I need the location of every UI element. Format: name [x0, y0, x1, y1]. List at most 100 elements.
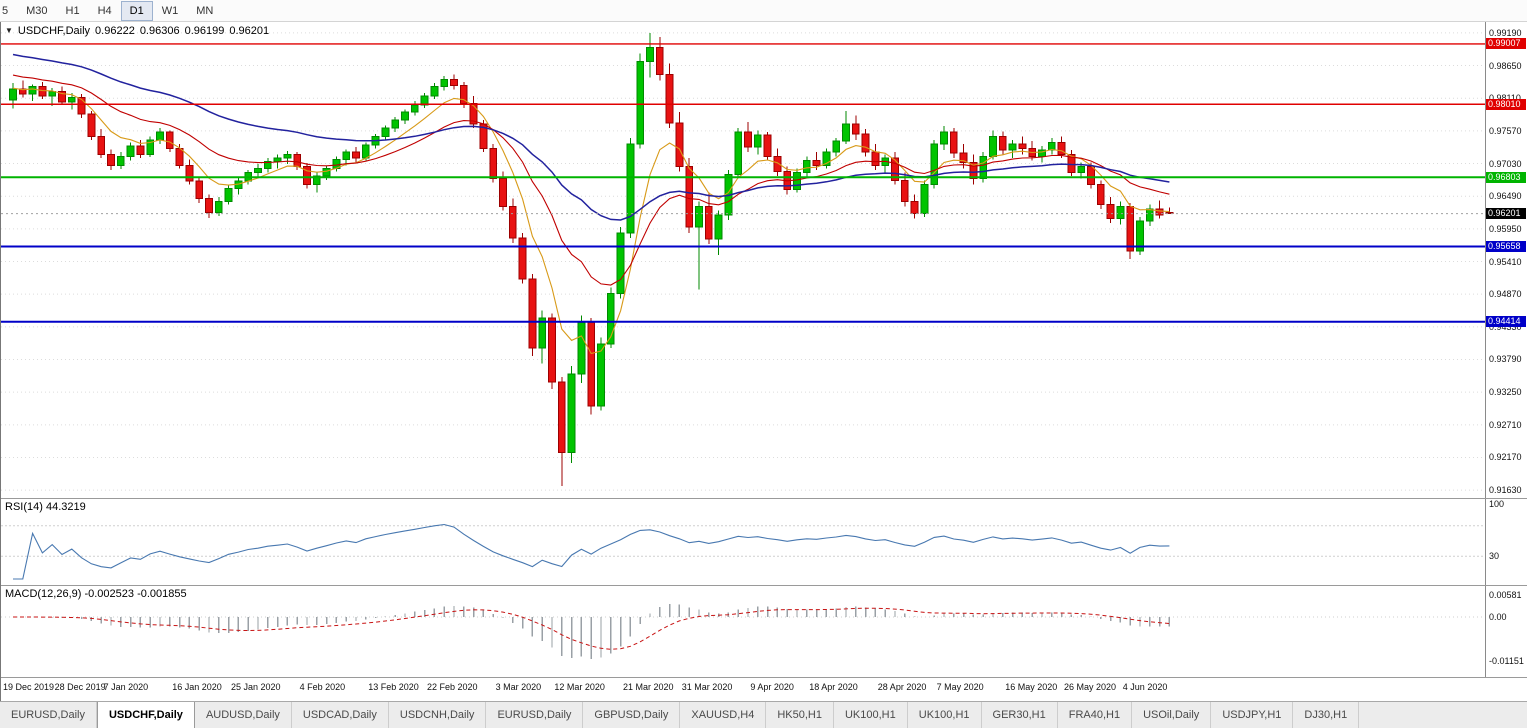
candle-body: [205, 198, 213, 214]
date-tick: 25 Jan 2020: [231, 682, 281, 692]
timeframe-button-mn[interactable]: MN: [196, 4, 214, 17]
tab-ger30-h1[interactable]: GER30,H1: [981, 702, 1058, 728]
chart-menu-icon[interactable]: ▼: [5, 26, 13, 35]
candle-body: [156, 131, 164, 141]
date-tick: 28 Dec 2019: [54, 682, 106, 692]
date-tick: 16 May 2020: [1005, 682, 1058, 692]
macd-axis[interactable]: 0.00581 0.00 -0.01151: [1485, 586, 1527, 677]
candle-body: [185, 164, 194, 182]
candle-body: [802, 160, 811, 174]
candle-body: [1116, 205, 1125, 220]
date-tick: 9 Apr 2020: [750, 682, 794, 692]
date-tick: 13 Feb 2020: [368, 682, 419, 692]
timeframe-button-d1[interactable]: D1: [120, 0, 153, 21]
candle-body: [998, 135, 1007, 151]
candle-body: [753, 134, 762, 148]
timeframe-button-h4[interactable]: H4: [97, 4, 112, 17]
price-axis[interactable]: 0.99190 0.98650 0.98110 0.97570 0.97030 0.964…: [1485, 22, 1527, 498]
date-tick: 22 Feb 2020: [427, 682, 478, 692]
timeframe-button-m30[interactable]: M30: [26, 4, 48, 17]
timeframe-button-w1[interactable]: W1: [161, 4, 179, 17]
tab-usoil-daily[interactable]: USOil,Daily: [1132, 702, 1212, 728]
macd-chart[interactable]: [1, 586, 1486, 677]
candle-body: [763, 134, 772, 157]
tab-gbpusd-daily[interactable]: GBPUSD,Daily: [583, 702, 681, 728]
date-tick: 7 Jan 2020: [103, 682, 149, 692]
tab-usdjpy-h1[interactable]: USDJPY,H1: [1211, 702, 1294, 728]
chart-tabs: EURUSD,Daily USDCHF,Daily AUDUSD,Daily USDC…: [0, 701, 1527, 728]
rsi-canvas[interactable]: RSI(14) 44.3219: [1, 499, 1486, 585]
candle-body: [263, 161, 272, 169]
tab-fra40-h1[interactable]: FRA40,H1: [1057, 702, 1133, 728]
candle-body: [489, 147, 498, 180]
tab-uk100-h1[interactable]: UK100,H1: [907, 702, 982, 728]
macd-axis-label: -0.01151: [1489, 655, 1524, 666]
candle-body: [1057, 141, 1066, 155]
candle-body: [704, 205, 713, 240]
candle-body: [969, 161, 978, 180]
price-chart-canvas[interactable]: ▼ USDCHF,Daily 0.96222 0.96306 0.96199 0…: [1, 22, 1486, 498]
candle-body: [58, 91, 66, 103]
candle-body: [97, 135, 106, 155]
chart-close: 0.96201: [229, 25, 270, 37]
price-axis-label: 0.99190: [1489, 27, 1522, 38]
candle-body: [851, 123, 860, 135]
price-axis-label: 0.92710: [1489, 419, 1522, 430]
candle-body: [714, 214, 723, 240]
tab-usdchf-daily[interactable]: USDCHF,Daily: [96, 702, 195, 728]
tab-xauusd-h4[interactable]: XAUUSD,H4: [680, 702, 767, 728]
price-axis-label: 0.93250: [1489, 387, 1522, 398]
candle-body: [273, 157, 282, 163]
candle-body: [793, 172, 801, 191]
price-chart[interactable]: [1, 22, 1486, 498]
candle-body: [1077, 166, 1086, 174]
candle-body: [116, 155, 125, 166]
date-tick: 31 Mar 2020: [681, 682, 733, 692]
candle-body: [391, 119, 400, 129]
price-axis-label: 0.96490: [1489, 191, 1522, 202]
timeframe-button-h1[interactable]: H1: [65, 4, 80, 17]
price-axis-label: 0.94870: [1489, 289, 1522, 300]
candle-body: [175, 147, 184, 166]
tab-audusd-daily[interactable]: AUDUSD,Daily: [194, 702, 292, 728]
candle-body: [812, 160, 821, 166]
candle-body: [67, 97, 76, 103]
timeframe-button-5[interactable]: 5: [2, 4, 9, 17]
price-pane: ▼ USDCHF,Daily 0.96222 0.96306 0.96199 0…: [1, 22, 1527, 499]
macd-canvas[interactable]: MACD(12,26,9) -0.002523 -0.001855: [1, 586, 1486, 677]
candle-body: [685, 166, 694, 228]
tab-dj30-h1[interactable]: DJ30,H1: [1293, 702, 1360, 728]
rsi-axis[interactable]: 100 30: [1485, 499, 1527, 585]
candle-body: [606, 293, 615, 345]
candle-body: [1136, 220, 1144, 252]
candle-body: [440, 78, 449, 88]
tab-usdcad-daily[interactable]: USDCAD,Daily: [291, 702, 389, 728]
candle-body: [283, 153, 292, 159]
time-axis[interactable]: 19 Dec 2019 28 Dec 2019 7 Jan 2020 16 Jan 2…: [1, 678, 1527, 701]
candle-body: [254, 167, 262, 174]
price-axis-label: 0.97570: [1489, 125, 1522, 136]
date-tick: 4 Jun 2020: [1122, 682, 1168, 692]
candle-body: [342, 151, 351, 160]
candle-body: [1008, 143, 1017, 151]
rsi-chart[interactable]: [1, 499, 1486, 585]
price-grid: [1, 32, 1486, 491]
candle-body: [48, 91, 57, 97]
tab-uk100-h1[interactable]: UK100,H1: [833, 702, 908, 728]
price-axis-label: 0.92170: [1489, 452, 1522, 463]
candle-body: [930, 143, 939, 186]
tab-eurusd-daily[interactable]: EURUSD,Daily: [486, 702, 584, 728]
candle-body: [626, 143, 635, 234]
chart-low: 0.96199: [184, 25, 225, 37]
candle-body: [949, 131, 958, 154]
tab-hk50-h1[interactable]: HK50,H1: [766, 702, 834, 728]
tab-usdcnh-daily[interactable]: USDCNH,Daily: [388, 702, 487, 728]
rsi-pane: RSI(14) 44.3219 100 30: [1, 499, 1527, 586]
candle-body: [107, 153, 115, 166]
candle-body: [352, 151, 360, 159]
tab-eurusd-daily[interactable]: EURUSD,Daily: [0, 702, 97, 728]
candle-body: [1047, 141, 1056, 151]
candle-body: [577, 322, 586, 375]
date-tick: 7 May 2020: [936, 682, 984, 692]
price-line-badge: 0.96803: [1486, 171, 1526, 183]
